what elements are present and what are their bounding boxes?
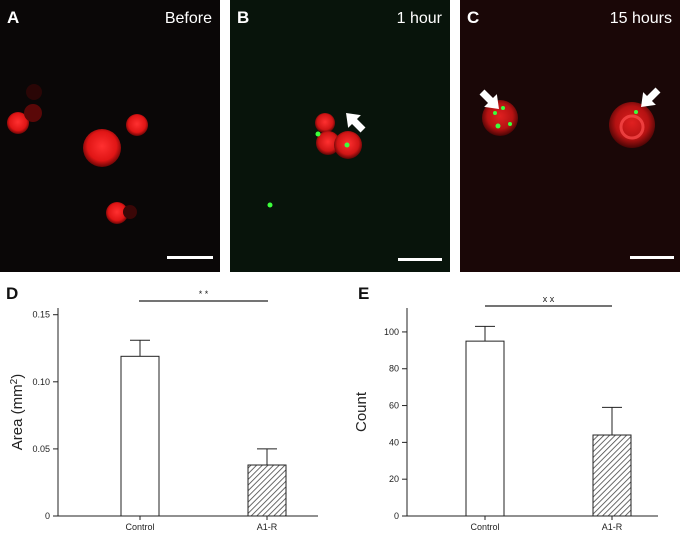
y-tick-label: 0 <box>45 511 50 521</box>
cell <box>316 131 340 155</box>
y-tick-label: 60 <box>389 401 399 411</box>
arrow-icon <box>479 89 499 109</box>
micrograph-panel-b: B 1 hour <box>230 0 450 272</box>
significance-marker: x x <box>543 294 555 304</box>
y-tick-label: 0.15 <box>32 310 50 320</box>
arrow-icon <box>346 113 366 133</box>
scale-bar <box>398 258 442 261</box>
green-particle <box>501 106 505 110</box>
green-particle <box>267 202 273 208</box>
cell <box>24 104 42 122</box>
cell <box>315 113 335 133</box>
significance-marker: * * <box>199 289 209 299</box>
bar <box>120 355 160 517</box>
y-tick-label: 0.05 <box>32 444 50 454</box>
green-particle <box>315 131 321 137</box>
green-particle <box>344 142 350 148</box>
y-axis-label: Area (mm2) <box>9 374 26 450</box>
cell <box>609 102 655 148</box>
cell <box>126 114 148 136</box>
arrow-icon <box>641 87 661 107</box>
cell <box>482 100 518 136</box>
bar <box>247 464 287 517</box>
x-tick-label: A1-R <box>602 522 623 532</box>
cell <box>7 112 29 134</box>
cell <box>123 205 137 219</box>
y-tick-label: 0 <box>394 511 399 521</box>
panel-time-label: 1 hour <box>396 10 442 27</box>
micrograph-panel-a: A Before <box>0 0 220 272</box>
cell <box>106 202 128 224</box>
panel-letter-d: D <box>6 284 19 303</box>
panel-letter-e: E <box>358 284 370 303</box>
y-axis-label: Count <box>353 391 370 432</box>
y-tick-label: 0.10 <box>32 377 50 387</box>
scale-bar <box>630 256 674 259</box>
bar-chart-e: 0 20 40 60 80 100 Control A1-R x x Count <box>353 294 658 532</box>
panel-letter: B <box>237 8 250 27</box>
bar <box>592 434 632 517</box>
green-particle <box>495 123 501 129</box>
x-tick-label: Control <box>470 522 499 532</box>
y-tick-label: 80 <box>389 364 399 374</box>
y-tick-label: 20 <box>389 474 399 484</box>
cell <box>26 84 42 100</box>
green-particle <box>508 122 512 126</box>
y-tick-label: 40 <box>389 437 399 447</box>
panel-time-label: Before <box>164 10 212 27</box>
x-tick-label: A1-R <box>257 522 278 532</box>
panel-letter: A <box>7 8 20 27</box>
x-tick-label: Control <box>125 522 154 532</box>
bar <box>465 340 505 517</box>
scale-bar <box>167 256 213 259</box>
cell <box>83 129 121 167</box>
y-tick-label: 100 <box>384 327 399 337</box>
micrograph-panel-c: C 15 hours <box>460 0 680 272</box>
green-particle <box>634 110 638 114</box>
bar-chart-d: 0 0.05 0.10 0.15 Control A1-R * * Area (mm2) <box>9 289 318 532</box>
green-particle <box>493 111 497 115</box>
panel-time-label: 15 hours <box>609 10 672 27</box>
panel-letter: C <box>467 8 480 27</box>
